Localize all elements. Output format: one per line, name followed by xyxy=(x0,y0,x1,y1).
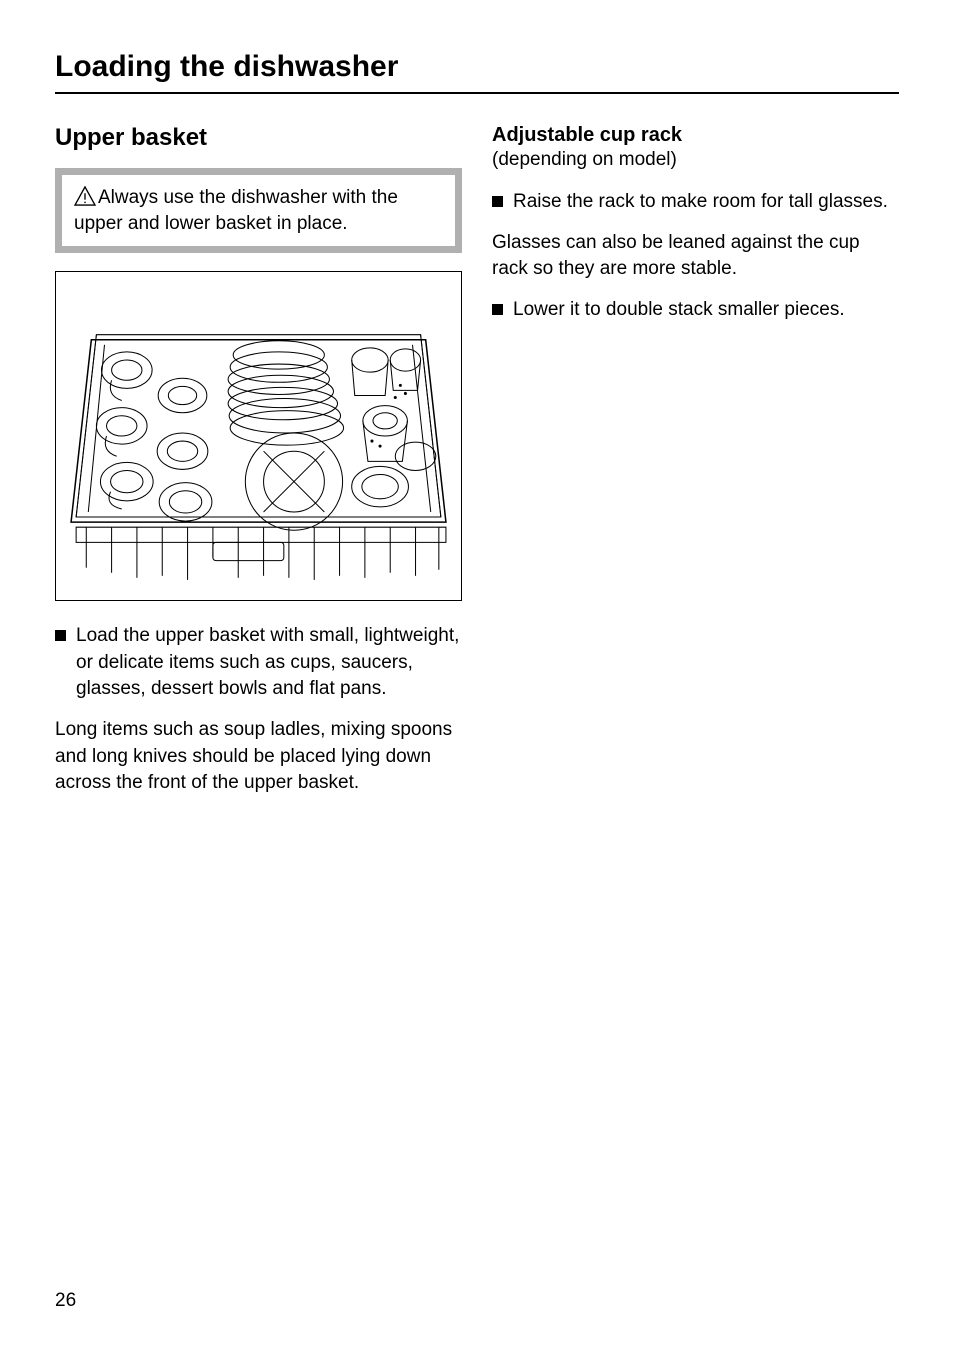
bullet-item: Lower it to double stack smaller pieces. xyxy=(492,297,899,324)
warning-text: Always use the dishwasher with the upper… xyxy=(74,187,398,234)
warning-triangle-icon xyxy=(74,186,96,206)
content-columns: Upper basket Always use the dishwasher w… xyxy=(55,124,899,811)
bullet-text: Lower it to double stack smaller pieces. xyxy=(513,297,845,324)
right-column: Adjustable cup rack (depending on model)… xyxy=(492,124,899,811)
bullet-marker-icon xyxy=(492,196,503,207)
upper-basket-figure xyxy=(55,271,462,601)
upper-basket-heading: Upper basket xyxy=(55,124,462,152)
long-items-paragraph: Long items such as soup ladles, mixing s… xyxy=(55,717,462,797)
model-note: (depending on model) xyxy=(492,149,899,171)
bullet-text: Raise the rack to make room for tall gla… xyxy=(513,189,888,216)
glasses-paragraph: Glasses can also be leaned against the c… xyxy=(492,230,899,283)
bullet-text: Load the upper basket with small, lightw… xyxy=(76,623,462,703)
adjustable-cup-rack-heading: Adjustable cup rack xyxy=(492,124,899,147)
page-number: 26 xyxy=(55,1290,76,1312)
warning-box: Always use the dishwasher with the upper… xyxy=(55,168,462,253)
bullet-item: Load the upper basket with small, lightw… xyxy=(55,623,462,703)
page-title: Loading the dishwasher xyxy=(55,50,899,94)
bullet-marker-icon xyxy=(55,630,66,641)
bullet-item: Raise the rack to make room for tall gla… xyxy=(492,189,899,216)
basket-illustration xyxy=(66,282,451,590)
left-column: Upper basket Always use the dishwasher w… xyxy=(55,124,462,811)
bullet-marker-icon xyxy=(492,304,503,315)
